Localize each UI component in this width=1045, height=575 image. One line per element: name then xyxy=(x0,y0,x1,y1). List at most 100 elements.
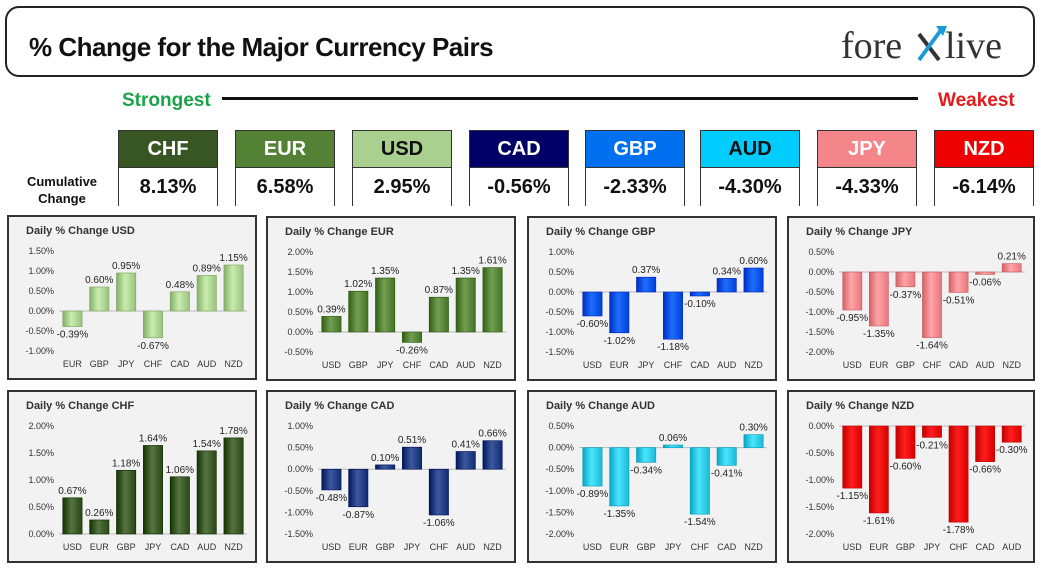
x-tick-label: JPY xyxy=(665,542,682,552)
cumulative-value: -6.14% xyxy=(935,168,1033,206)
chart-panel-2: Daily % Change EUR -0.50% 0.00% 0.50% 1.00% 1… xyxy=(266,216,516,381)
bar-aud xyxy=(1001,425,1022,443)
y-tick-label: 0.50% xyxy=(287,443,313,453)
x-tick-label: CHF xyxy=(430,542,449,552)
chart-panel-5: Daily % Change CHF 0.00% 0.50% 1.00% 1.50% 2.… xyxy=(7,390,257,563)
x-tick-label: CHF xyxy=(664,360,683,370)
y-tick-label: 0.50% xyxy=(28,502,54,512)
chart-title: Daily % Change JPY xyxy=(806,226,913,238)
x-tick-label: NZD xyxy=(483,360,502,370)
x-tick-label: AUD xyxy=(976,360,996,370)
bar-nzd xyxy=(743,267,764,293)
bar-aud xyxy=(455,277,476,333)
currency-card-jpy: JPY -4.33% xyxy=(817,130,917,206)
bar-gbp xyxy=(375,464,396,470)
y-tick-label: 1.00% xyxy=(287,421,313,431)
y-tick-label: -0.50% xyxy=(284,347,313,357)
x-tick-label: CHF xyxy=(144,359,163,369)
y-tick-label: 1.50% xyxy=(28,448,54,458)
x-tick-label: NZD xyxy=(744,542,763,552)
currency-card-eur: EUR 6.58% xyxy=(235,130,335,206)
x-tick-label: USD xyxy=(583,542,603,552)
x-tick-label: JPY xyxy=(377,360,394,370)
y-tick-label: 2.00% xyxy=(28,421,54,431)
data-label: -1.35% xyxy=(863,329,895,340)
cumulative-value: 8.13% xyxy=(119,168,217,206)
bar-gbp xyxy=(636,447,657,463)
bar-chf xyxy=(143,310,163,339)
y-tick-label: 1.00% xyxy=(28,266,54,276)
x-tick-label: NZD xyxy=(744,360,763,370)
currency-card-cad: CAD -0.56% xyxy=(469,130,569,206)
cumulative-change-label: Cumulative Change xyxy=(26,174,98,206)
x-tick-label: CHF xyxy=(403,360,422,370)
data-label: 1.61% xyxy=(478,256,506,267)
y-tick-label: -1.00% xyxy=(805,475,834,485)
bar-chf xyxy=(663,291,683,340)
data-label: 0.60% xyxy=(739,256,767,267)
bar-cad xyxy=(689,291,710,297)
bar-chf xyxy=(948,425,969,523)
y-tick-label: -1.50% xyxy=(805,502,834,512)
y-tick-label: 1.00% xyxy=(28,475,54,485)
y-tick-label: -1.00% xyxy=(25,346,54,356)
bar-aud xyxy=(716,278,737,293)
data-label: 1.54% xyxy=(193,439,221,450)
data-label: 1.02% xyxy=(344,279,372,290)
x-tick-label: JPY xyxy=(145,542,162,552)
data-label: 1.64% xyxy=(139,433,167,444)
x-tick-label: EUR xyxy=(869,542,889,552)
y-tick-label: -0.50% xyxy=(545,307,574,317)
data-label: -1.06% xyxy=(423,518,455,529)
bar-nzd xyxy=(223,264,244,312)
x-tick-label: EUR xyxy=(90,542,110,552)
bar-nzd xyxy=(223,437,244,535)
currency-code: EUR xyxy=(236,131,334,168)
data-label: -1.54% xyxy=(684,517,716,528)
data-label: 0.51% xyxy=(398,435,426,446)
x-tick-label: CHF xyxy=(949,542,968,552)
bar-gbp xyxy=(895,425,916,459)
data-label: 0.34% xyxy=(713,266,741,277)
bar-cad xyxy=(948,271,969,293)
bar-jpy xyxy=(402,446,422,470)
x-tick-label: EUR xyxy=(349,542,369,552)
x-tick-label: USD xyxy=(322,360,342,370)
y-tick-label: -2.00% xyxy=(805,529,834,539)
x-tick-label: CAD xyxy=(976,542,996,552)
y-tick-label: -0.50% xyxy=(805,448,834,458)
y-tick-label: -1.50% xyxy=(284,529,313,539)
currency-code: USD xyxy=(353,131,451,168)
bar-chf xyxy=(402,331,422,343)
data-label: 1.18% xyxy=(112,458,140,469)
bar-chart: Daily % Change GBP -1.50% -1.00% -0.50% 0.00… xyxy=(545,226,767,370)
x-tick-label: GBP xyxy=(117,542,136,552)
chart-title: Daily % Change EUR xyxy=(285,226,394,238)
bar-nzd xyxy=(482,267,503,333)
data-label: -1.35% xyxy=(603,509,635,520)
x-tick-label: AUD xyxy=(717,360,737,370)
bar-usd xyxy=(321,316,342,333)
strength-axis-line xyxy=(222,97,918,100)
bar-usd xyxy=(62,497,83,535)
bar-chart: Daily % Change NZD -2.00% -1.50% -1.00% -0.5… xyxy=(805,400,1027,552)
x-tick-label: GBP xyxy=(896,360,915,370)
currency-code: NZD xyxy=(935,131,1033,168)
y-tick-label: 0.00% xyxy=(548,443,574,453)
data-label: -1.02% xyxy=(603,336,635,347)
y-tick-label: -0.50% xyxy=(545,464,574,474)
bar-cad xyxy=(428,296,449,333)
data-label: 1.78% xyxy=(219,426,247,437)
cumulative-value: -2.33% xyxy=(586,168,684,206)
y-tick-label: -2.00% xyxy=(805,347,834,357)
y-tick-label: -1.00% xyxy=(545,327,574,337)
chart-title: Daily % Change CHF xyxy=(26,400,134,412)
x-tick-label: USD xyxy=(843,360,863,370)
x-tick-label: JPY xyxy=(638,360,655,370)
bar-cad xyxy=(169,291,190,312)
x-tick-label: EUR xyxy=(610,542,630,552)
y-tick-label: -0.50% xyxy=(805,287,834,297)
data-label: -0.89% xyxy=(577,489,609,500)
data-label: -0.60% xyxy=(577,319,609,330)
data-label: 0.41% xyxy=(452,439,480,450)
